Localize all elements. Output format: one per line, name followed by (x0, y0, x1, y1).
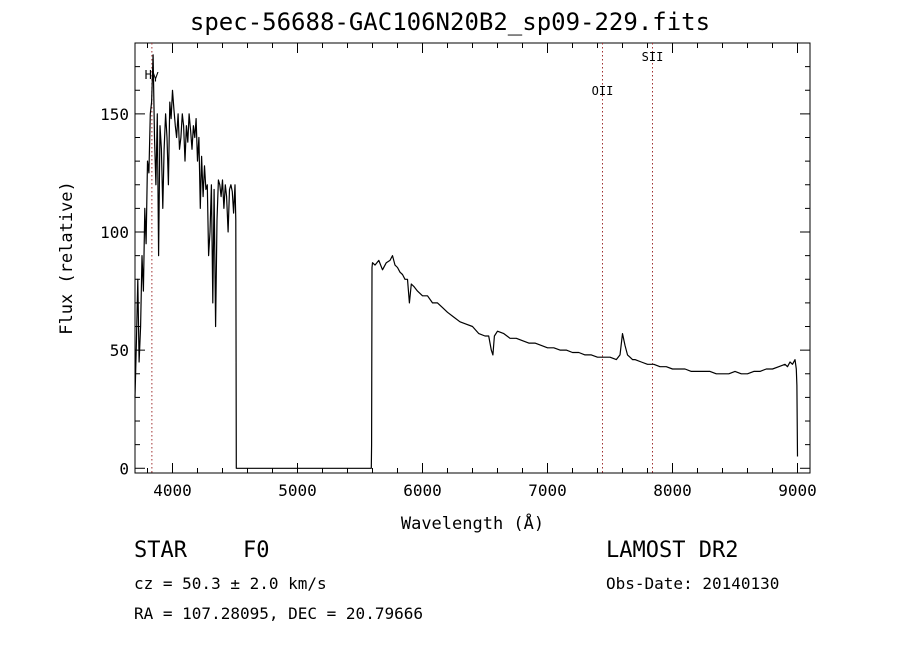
axis-labels: Wavelength (Å) Flux (relative) (57, 181, 544, 534)
y-tick-label: 150 (100, 105, 129, 124)
x-tick-label: 5000 (278, 481, 317, 500)
x-tick-label: 9000 (778, 481, 817, 500)
coordinates-readout: RA = 107.28095, DEC = 20.79666 (134, 604, 423, 623)
chart-title: spec-56688-GAC106N20B2_sp09-229.fits (189, 8, 711, 36)
survey-name: LAMOST DR2 (606, 538, 739, 563)
obs-date: Obs-Date: 20140130 (606, 574, 780, 593)
x-tick-label: 4000 (153, 481, 192, 500)
x-axis-label: Wavelength (Å) (401, 512, 544, 534)
x-tick-label: 8000 (653, 481, 692, 500)
redshift-readout: cz = 50.3 ± 2.0 km/s (134, 574, 327, 593)
object-class: STAR (134, 538, 187, 563)
line-marker-label: SII (642, 50, 664, 64)
y-tick-label: 100 (100, 223, 129, 242)
spectrum-series (134, 54, 799, 469)
line-marker-label: OII (592, 84, 614, 98)
object-subclass: F0 (243, 538, 270, 563)
x-tick-label: 7000 (528, 481, 567, 500)
plot-axes: 4000 5000 6000 7000 8000 9000 0 50 100 150 (100, 42, 817, 500)
y-axis-label: Flux (relative) (57, 181, 77, 335)
x-tick-label: 6000 (403, 481, 442, 500)
spectrum-line (134, 54, 799, 469)
y-tick-label: 50 (110, 341, 129, 360)
y-tick-label: 0 (119, 459, 129, 478)
